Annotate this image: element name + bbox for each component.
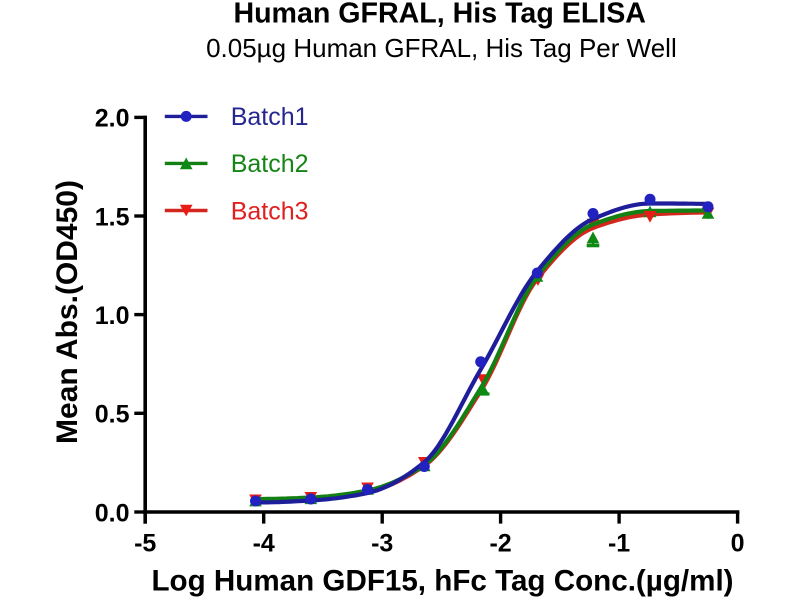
svg-text:Human GFRAL, His Tag ELISA: Human GFRAL, His Tag ELISA xyxy=(233,0,646,30)
svg-text:1.5: 1.5 xyxy=(95,203,130,231)
svg-text:-5: -5 xyxy=(134,530,156,558)
svg-text:Log Human GDF15, hFc Tag Conc.: Log Human GDF15, hFc Tag Conc.(µg/ml) xyxy=(151,564,733,597)
svg-text:Mean Abs.(OD450): Mean Abs.(OD450) xyxy=(51,180,84,444)
svg-text:2.0: 2.0 xyxy=(95,105,130,133)
svg-text:0.0: 0.0 xyxy=(95,499,130,527)
svg-text:Batch1: Batch1 xyxy=(231,103,309,131)
svg-text:Batch2: Batch2 xyxy=(231,150,309,178)
svg-text:-3: -3 xyxy=(371,530,393,558)
svg-text:1.0: 1.0 xyxy=(95,302,130,330)
svg-text:-2: -2 xyxy=(489,530,511,558)
svg-text:0.05µg Human GFRAL, His Tag Pe: 0.05µg Human GFRAL, His Tag Per Well xyxy=(206,33,677,63)
svg-text:Batch3: Batch3 xyxy=(231,197,309,225)
svg-text:-1: -1 xyxy=(608,530,630,558)
svg-text:-4: -4 xyxy=(253,530,275,558)
svg-text:0.5: 0.5 xyxy=(95,401,130,429)
svg-text:0: 0 xyxy=(731,530,745,558)
